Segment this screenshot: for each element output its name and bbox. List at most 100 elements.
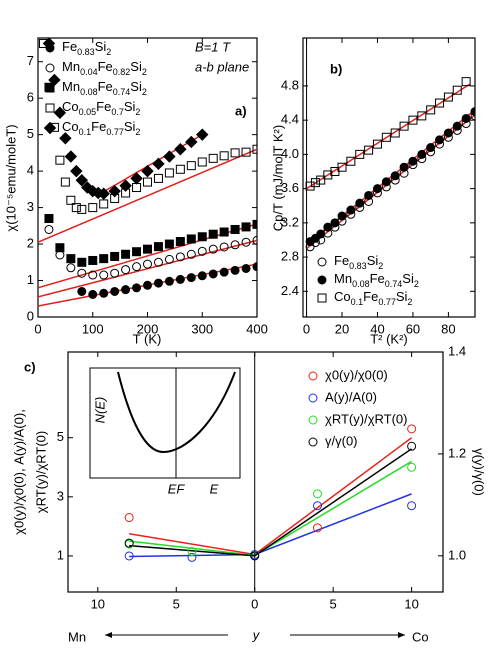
marker xyxy=(337,162,347,172)
marker xyxy=(164,276,174,286)
marker xyxy=(174,143,187,156)
y-tick-label: 3 xyxy=(57,488,64,503)
legend-label: Co0.05Fe0.7Si2 xyxy=(62,99,140,117)
marker xyxy=(164,168,174,178)
y-tick-label: 5 xyxy=(57,429,64,444)
annotation: a-b plane xyxy=(195,59,249,74)
y-axis-label: χRT(y)/χRT(0) xyxy=(33,431,48,514)
inset-label: E xyxy=(210,481,219,496)
marker xyxy=(55,155,65,165)
y2-tick-label: 1.2 xyxy=(448,445,466,460)
marker xyxy=(41,23,52,34)
marker xyxy=(435,98,445,108)
marker xyxy=(132,247,142,257)
marker xyxy=(99,270,109,280)
legend-marker xyxy=(43,121,57,135)
y2-tick-label: 1.0 xyxy=(448,547,466,562)
marker xyxy=(312,489,322,499)
y-tick-label: 4.4 xyxy=(281,112,299,127)
marker xyxy=(143,244,152,254)
y-tick-label: 3.6 xyxy=(281,180,299,195)
marker xyxy=(71,203,81,213)
x-tick-label: 20 xyxy=(335,321,349,336)
x-tick-label: 100 xyxy=(82,321,104,336)
marker xyxy=(310,178,320,188)
y-tick-label: 0 xyxy=(27,308,34,323)
marker xyxy=(175,274,185,284)
marker xyxy=(426,143,436,153)
plot-area xyxy=(305,77,475,252)
marker xyxy=(124,551,134,561)
marker xyxy=(381,132,391,142)
marker xyxy=(470,111,475,121)
marker xyxy=(121,265,131,275)
marker xyxy=(186,161,196,171)
marker xyxy=(364,190,374,200)
marker xyxy=(208,244,218,254)
marker xyxy=(153,173,163,183)
marker xyxy=(399,162,409,172)
x-tick-label: 10 xyxy=(404,596,418,611)
y-tick-label: 1 xyxy=(57,547,64,562)
legend-label: Fe0.83Si2 xyxy=(334,253,383,271)
marker xyxy=(372,139,382,149)
marker xyxy=(330,218,340,228)
marker xyxy=(435,135,445,145)
x-tick-label: 40 xyxy=(370,321,384,336)
marker xyxy=(470,107,475,117)
marker xyxy=(175,237,185,247)
marker xyxy=(66,195,76,205)
x-tick-label: 80 xyxy=(441,321,455,336)
marker xyxy=(346,156,356,166)
marker xyxy=(241,263,251,273)
marker xyxy=(399,121,409,131)
y-tick-label: 3.2 xyxy=(281,214,299,229)
legend-marker xyxy=(317,293,327,303)
plot-area xyxy=(38,23,257,307)
fit-line xyxy=(129,493,412,558)
marker xyxy=(197,232,207,242)
legend-marker xyxy=(308,393,318,403)
marker xyxy=(77,268,87,278)
marker xyxy=(110,286,120,296)
legend-marker xyxy=(45,63,55,73)
marker xyxy=(230,240,240,250)
marker xyxy=(66,263,76,273)
marker xyxy=(66,254,76,264)
x-tick-label: 300 xyxy=(191,321,213,336)
panel-label: a) xyxy=(235,103,247,118)
legend-label: Mn0.08Fe0.74Si2 xyxy=(62,79,147,97)
marker xyxy=(70,164,83,178)
marker xyxy=(230,148,240,158)
x-axis-label: T (K) xyxy=(133,331,162,346)
legend-label: Co0.1Fe0.77Si2 xyxy=(62,119,140,137)
y-tick-label: 4.0 xyxy=(281,146,299,161)
y-tick-label: 1 xyxy=(27,272,34,287)
marker xyxy=(408,115,418,125)
marker xyxy=(77,257,87,267)
x-tick-label: 400 xyxy=(246,321,268,336)
marker xyxy=(312,523,322,533)
marker xyxy=(64,150,78,163)
legend-marker xyxy=(45,103,55,113)
marker xyxy=(407,462,417,472)
marker xyxy=(187,547,197,557)
fit-line xyxy=(306,83,471,190)
marker xyxy=(364,145,374,155)
marker xyxy=(121,285,131,295)
marker xyxy=(132,183,142,193)
marker xyxy=(252,235,257,245)
marker xyxy=(452,85,462,95)
legend-marker xyxy=(45,43,55,53)
marker xyxy=(164,239,174,249)
marker xyxy=(443,92,453,102)
marker xyxy=(316,229,326,239)
legend-marker xyxy=(317,257,327,267)
legend-label: χRT(y)/χRT(0) xyxy=(325,411,408,426)
marker xyxy=(252,262,257,272)
marker xyxy=(164,254,174,264)
panel-label: c) xyxy=(24,359,36,374)
fit-line xyxy=(129,448,413,557)
y-axis-label: χ(10⁻⁵emu/moleT) xyxy=(3,124,18,231)
marker xyxy=(119,179,132,192)
